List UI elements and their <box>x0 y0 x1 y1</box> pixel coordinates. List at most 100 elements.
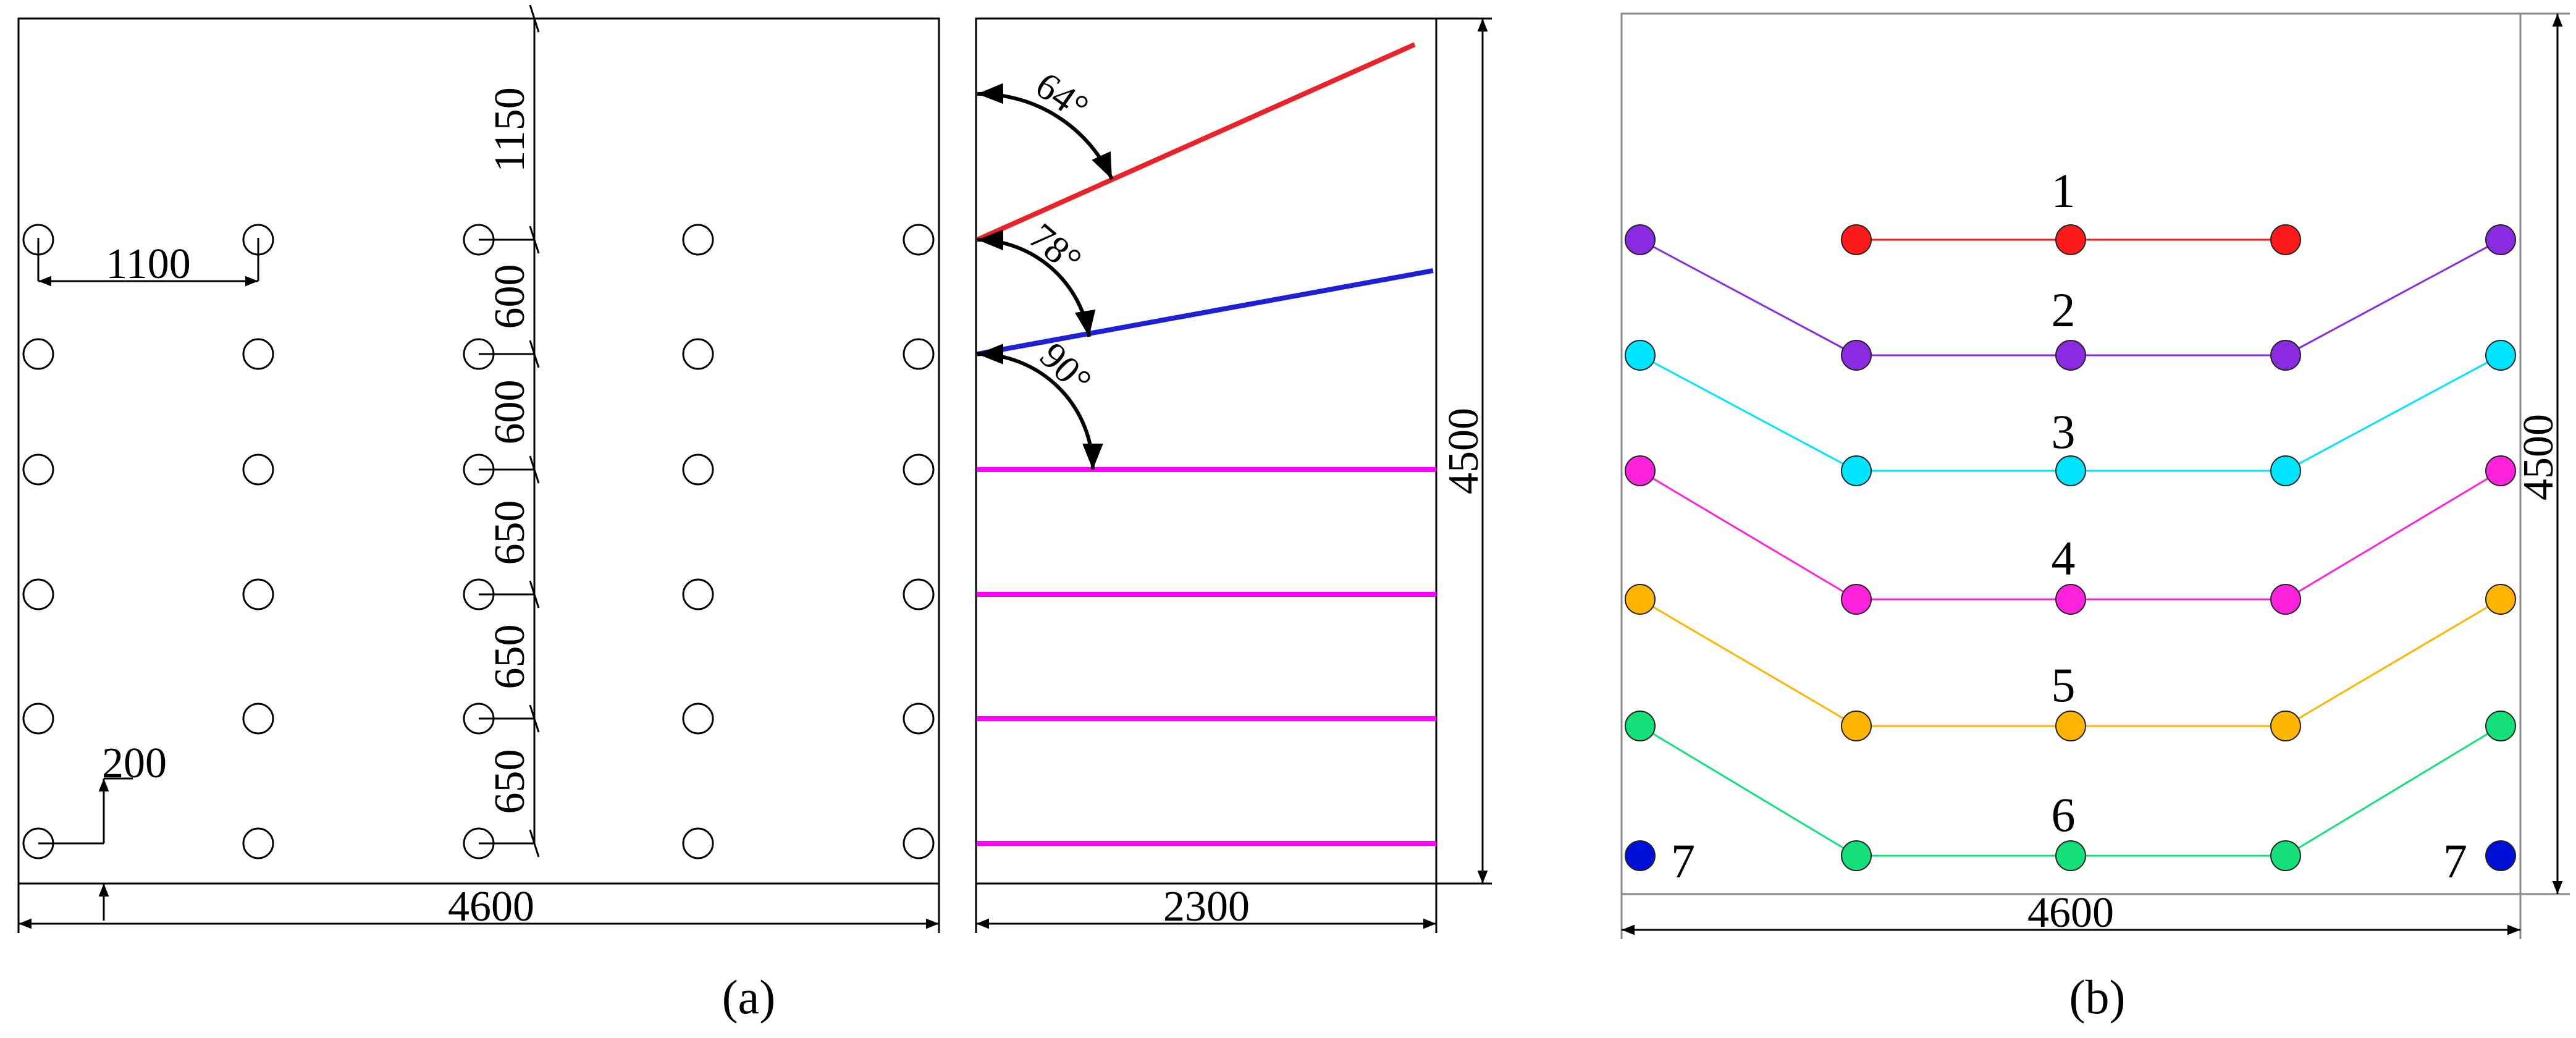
monitoring-point <box>2270 584 2301 615</box>
plan-border <box>17 17 940 885</box>
dim-1150: 1150 <box>486 87 534 172</box>
dimension-tick-slash <box>529 704 540 733</box>
monitoring-point-edge <box>1625 455 1656 486</box>
monitoring-point <box>1841 840 1872 871</box>
hole <box>242 703 274 735</box>
hole <box>242 338 274 370</box>
hole <box>903 224 935 256</box>
dimension-tick-slash <box>529 226 540 254</box>
monitoring-point <box>2055 584 2086 615</box>
monitoring-point-edge <box>2485 840 2516 871</box>
monitoring-point <box>1841 711 1872 741</box>
monitoring-point <box>2270 224 2301 255</box>
monitoring-point <box>1841 340 1872 371</box>
angle-arc-64 <box>977 83 1114 180</box>
monitoring-point-edge <box>1625 584 1656 615</box>
angle-78-label: 78° <box>1021 216 1089 282</box>
angle-64-label: 64° <box>1028 64 1096 129</box>
network-line <box>2285 470 2501 601</box>
dimension-tick-slash <box>529 455 540 484</box>
angle-arc-78 <box>977 229 1096 337</box>
hole <box>682 578 714 610</box>
hole <box>682 703 714 735</box>
hole <box>903 703 935 735</box>
monitoring-point <box>2055 840 2086 871</box>
monitoring-point <box>2270 840 2301 871</box>
row-label-2: 2 <box>2052 283 2076 337</box>
hole <box>242 827 274 859</box>
hole <box>22 578 54 610</box>
hole <box>903 578 935 610</box>
panel-b-border <box>1620 12 2522 895</box>
dim-600-b: 600 <box>486 380 534 445</box>
network-line <box>2285 725 2501 857</box>
hole <box>242 578 274 610</box>
hole <box>682 454 714 486</box>
monitoring-point <box>1841 455 1872 486</box>
monitoring-point <box>2270 340 2301 371</box>
monitoring-network <box>1625 224 2516 871</box>
monitoring-point-edge <box>1625 224 1656 255</box>
hole <box>682 224 714 256</box>
monitoring-point-edge <box>1625 340 1656 371</box>
monitoring-point-edge <box>2485 224 2516 255</box>
caption-a: (a) <box>722 970 776 1024</box>
row-label-5: 5 <box>2052 658 2076 712</box>
section-border <box>975 17 1437 885</box>
monitoring-point <box>2055 711 2086 741</box>
hole <box>903 338 935 370</box>
row-label-1: 1 <box>2052 164 2076 217</box>
monitoring-point-edge <box>2485 584 2516 615</box>
hole <box>682 827 714 859</box>
network-line <box>1639 725 1857 857</box>
dim-650-c: 650 <box>486 749 534 814</box>
monitoring-point <box>1841 584 1872 615</box>
network-line <box>2285 598 2501 727</box>
monitoring-point-edge <box>1625 840 1656 871</box>
monitoring-point-edge <box>1625 711 1656 741</box>
monitoring-point <box>2055 455 2086 486</box>
dim-2300: 2300 <box>1163 883 1250 930</box>
network-line <box>2285 238 2501 357</box>
hole <box>22 454 54 486</box>
dim-4500-a: 4500 <box>1440 408 1488 494</box>
panel-a-section: 64° 78° 90° 4500 2300 <box>975 17 1492 933</box>
dimension-tick-slash <box>529 580 540 609</box>
network-line <box>1639 598 1857 727</box>
hole <box>682 338 714 370</box>
dimension-tick-slash <box>529 340 540 368</box>
network-line <box>2285 354 2501 472</box>
hole <box>903 827 935 859</box>
hole <box>242 454 274 486</box>
corner-label-left: 7 <box>1671 834 1695 888</box>
row-label-4: 4 <box>2052 531 2076 585</box>
monitoring-point <box>2055 340 2086 371</box>
dim-4600-a: 4600 <box>448 883 534 930</box>
network-line <box>1639 354 1857 472</box>
network-line <box>1639 470 1857 601</box>
hole <box>22 703 54 735</box>
line-64-deg <box>976 42 1416 242</box>
vertical-dimension-ticks <box>479 4 540 858</box>
dim-600-a: 600 <box>486 264 534 329</box>
row-label-6: 6 <box>2052 788 2076 842</box>
network-line <box>1639 238 1857 357</box>
hole <box>903 454 935 486</box>
panel-a-plan: 1150 600 600 650 650 650 1100 200 4600 <box>17 4 940 933</box>
dim-1100: 1100 <box>106 240 190 288</box>
dim-4500-b: 4500 <box>2515 414 2562 500</box>
monitoring-point-edge <box>2485 711 2516 741</box>
monitoring-point-edge <box>2485 340 2516 371</box>
monitoring-point <box>2270 711 2301 741</box>
monitoring-point-edge <box>2485 455 2516 486</box>
dim-4600-b: 4600 <box>2027 889 2114 937</box>
dimension-tick-slash <box>529 829 540 858</box>
angle-90-label: 90° <box>1032 335 1099 402</box>
dim-650-b: 650 <box>486 625 534 690</box>
row-label-3: 3 <box>2052 405 2076 458</box>
dim-650-a: 650 <box>486 500 534 565</box>
dim-200: 200 <box>102 740 167 787</box>
angle-arc-90 <box>977 344 1103 470</box>
hole <box>22 338 54 370</box>
